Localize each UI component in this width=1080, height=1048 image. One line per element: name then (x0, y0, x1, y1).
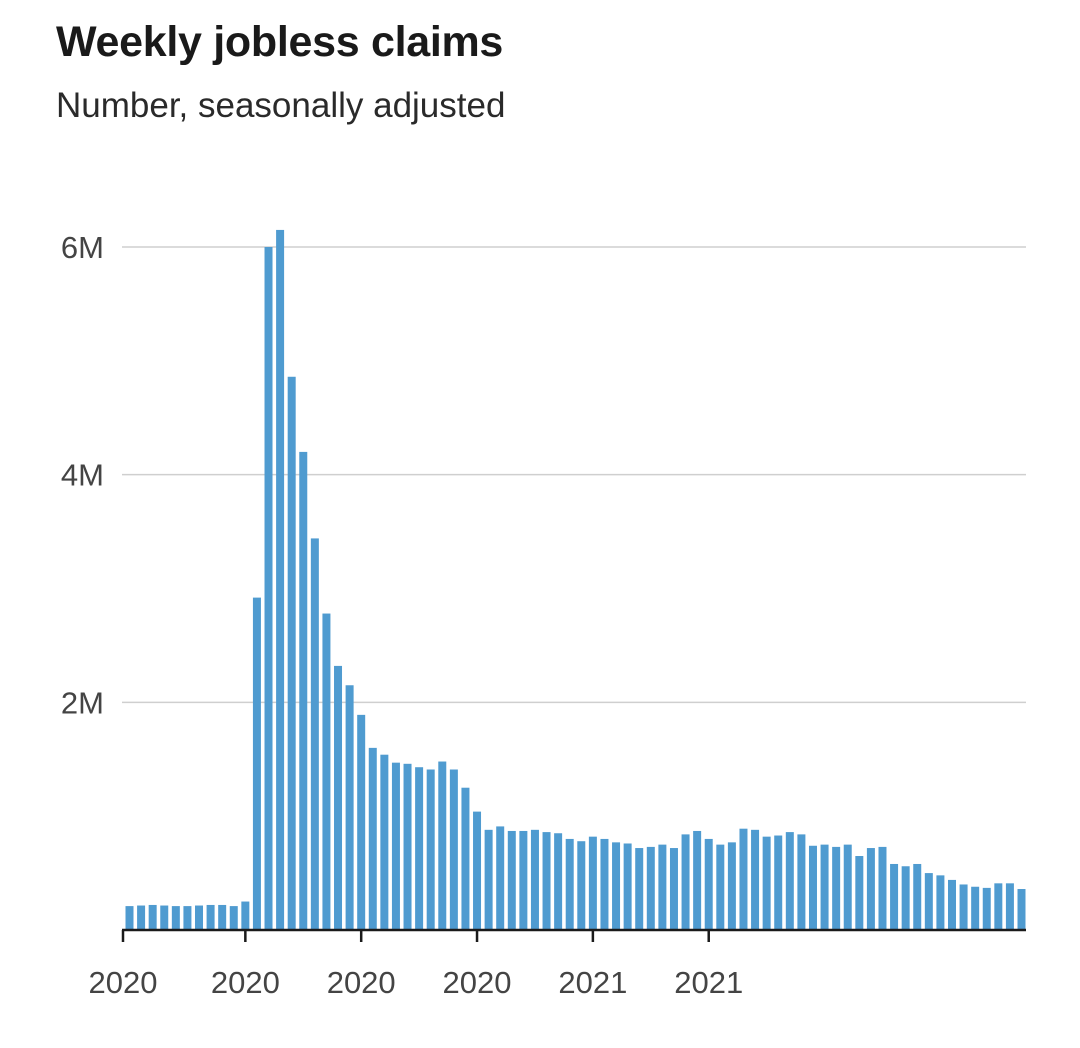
bar (565, 838, 574, 930)
bar (287, 376, 296, 930)
bar (218, 904, 227, 930)
bar (357, 714, 366, 930)
bar (426, 769, 435, 930)
bar (1005, 883, 1014, 930)
bar (901, 866, 910, 930)
bar (808, 845, 817, 930)
bar (368, 747, 377, 930)
bar (542, 832, 551, 930)
bar (322, 613, 331, 930)
bar (878, 846, 887, 930)
bar (264, 247, 273, 930)
x-tick-label: 2020 (89, 965, 158, 1000)
bar (125, 906, 134, 930)
bar (473, 811, 482, 930)
x-tick-label: 2020 (443, 965, 512, 1000)
bar (588, 836, 597, 930)
bar (751, 829, 760, 930)
bar (716, 844, 725, 930)
bar (843, 844, 852, 930)
bar (727, 842, 736, 930)
bar (762, 836, 771, 930)
bar (137, 905, 146, 930)
bar (415, 767, 424, 930)
chart-title: Weekly jobless claims (56, 18, 504, 66)
bar (623, 843, 632, 930)
bar (994, 883, 1003, 930)
bar (206, 904, 215, 930)
bar (890, 863, 899, 930)
bar (820, 844, 829, 930)
bar (577, 841, 586, 930)
bar (507, 830, 516, 930)
bar (241, 901, 250, 930)
bar (971, 886, 980, 930)
bar (380, 754, 389, 930)
bar (252, 597, 261, 930)
bar (310, 538, 319, 930)
bar (658, 844, 667, 930)
bar (681, 834, 690, 930)
bar (334, 665, 343, 930)
bar (669, 848, 678, 930)
x-tick-label: 2021 (674, 965, 743, 1000)
chart-subtitle: Number, seasonally adjusted (56, 86, 506, 125)
bar (449, 769, 458, 930)
y-tick-label: 6M (61, 230, 104, 265)
bar (183, 906, 192, 930)
x-tick-label: 2021 (558, 965, 627, 1000)
bar (913, 863, 922, 930)
bar (612, 842, 621, 930)
bar (936, 875, 945, 930)
bar (391, 762, 400, 930)
x-axis-ticks: 2020 2020 2020 2020 2021 2021 (89, 965, 744, 1000)
bar (496, 826, 505, 930)
bar (646, 846, 655, 930)
bar (704, 838, 713, 930)
bar (739, 828, 748, 930)
bar (403, 763, 412, 930)
bar (959, 884, 968, 930)
y-axis-ticks: 2M 4M 6M (61, 230, 104, 720)
bar (160, 905, 169, 930)
y-tick-label: 4M (61, 458, 104, 493)
bar (171, 906, 180, 930)
bar (924, 873, 933, 930)
y-tick-label: 2M (61, 685, 104, 720)
bar (832, 846, 841, 930)
bars (125, 229, 1026, 931)
bar (1017, 889, 1026, 930)
bar (345, 685, 354, 930)
bar (785, 832, 794, 930)
bar (438, 761, 447, 930)
bar (797, 834, 806, 930)
x-tick-label: 2020 (327, 965, 396, 1000)
bar (519, 830, 528, 930)
bar (866, 848, 875, 930)
bar (484, 829, 493, 930)
bar (276, 229, 285, 931)
bar (774, 835, 783, 930)
bar (461, 787, 470, 930)
bar (600, 838, 609, 930)
bar (148, 904, 157, 930)
bar (855, 856, 864, 930)
gridlines (122, 246, 1026, 704)
bar (554, 833, 563, 930)
bar (947, 879, 956, 930)
bar (530, 829, 539, 930)
bar (982, 887, 991, 930)
bar (635, 848, 644, 930)
x-axis (121, 928, 1026, 942)
bar (195, 905, 204, 930)
bar (229, 906, 238, 930)
x-tick-label: 2020 (211, 965, 280, 1000)
bar (299, 451, 308, 930)
bar (693, 830, 702, 930)
